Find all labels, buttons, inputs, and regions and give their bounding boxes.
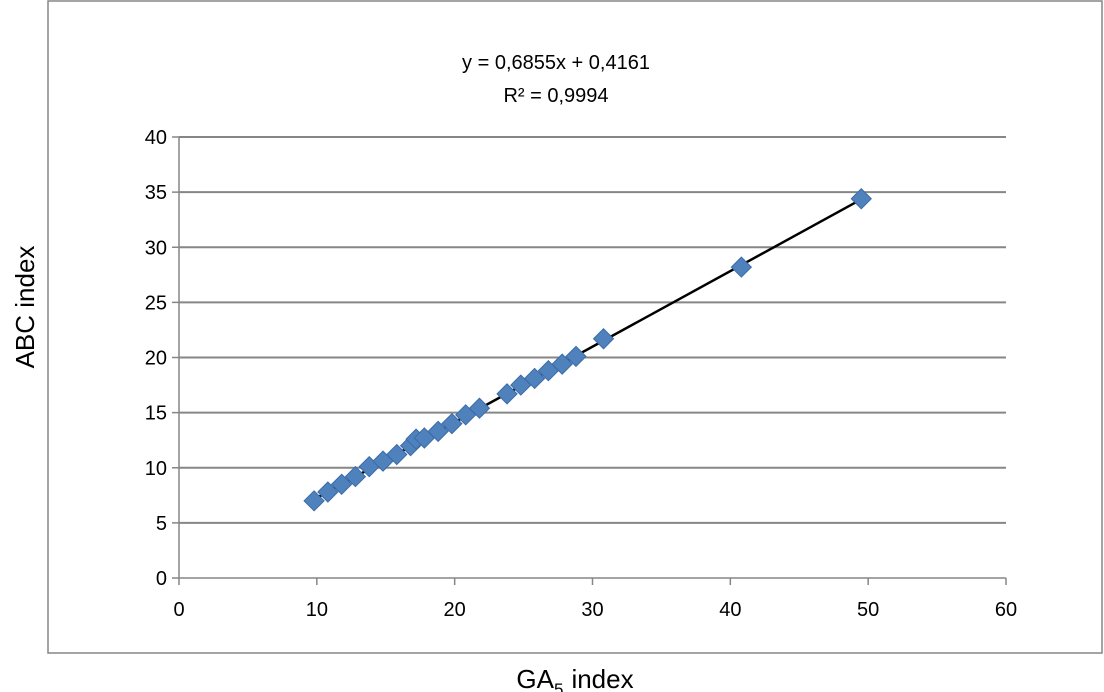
data-point-11 [427, 420, 449, 443]
data-point-12 [441, 412, 463, 435]
data-point-2 [317, 481, 339, 503]
y-tick-label-35: 35 [145, 182, 167, 204]
y-tick-label-25: 25 [145, 292, 167, 314]
data-point-3 [330, 473, 353, 495]
data-point-7 [386, 443, 408, 466]
x-tick-label-20: 20 [444, 599, 466, 621]
gridlines [179, 136, 1006, 524]
y-tick-label-15: 15 [145, 403, 167, 425]
y-tick-label-10: 10 [145, 458, 167, 480]
y-tick-labels: 0 5 10 15 20 25 30 35 40 [145, 127, 167, 590]
x-axis-title-base: GA [516, 664, 554, 692]
x-tick-label-30: 30 [581, 599, 603, 621]
y-tick-label-40: 40 [145, 127, 167, 149]
data-point-20 [565, 345, 587, 368]
trendline-r-squared: R² = 0,9994 [503, 85, 608, 107]
data-point-4 [344, 465, 367, 488]
axes [172, 136, 1007, 585]
x-tick-label-10: 10 [306, 599, 328, 621]
y-tick-label-5: 5 [156, 513, 167, 535]
x-tick-label-0: 0 [173, 599, 184, 621]
y-axis-title: ABC index [10, 246, 40, 369]
x-tick-label-50: 50 [857, 599, 879, 621]
chart-border [47, 0, 1103, 654]
y-tick-label-20: 20 [145, 348, 167, 370]
x-tick-label-40: 40 [719, 599, 741, 621]
data-point-17 [523, 367, 546, 390]
data-point-23 [850, 188, 872, 210]
data-point-21 [592, 328, 615, 350]
x-tick-label-60: 60 [995, 599, 1017, 621]
x-axis-title-word: index [571, 664, 633, 692]
data-point-22 [730, 256, 753, 278]
data-points [303, 188, 872, 512]
y-tick-label-30: 30 [145, 237, 167, 259]
y-tick-label-0: 0 [156, 568, 167, 590]
x-axis-title: GA5 index [516, 664, 633, 692]
trendline-equation: y = 0,6855x + 0,4161 [462, 52, 650, 74]
data-point-19 [551, 353, 573, 375]
x-tick-labels: 0 10 20 30 40 50 60 [173, 599, 1017, 621]
data-point-14 [468, 397, 491, 419]
data-point-15 [496, 383, 518, 405]
data-point-1 [303, 490, 325, 512]
x-axis-title-subscript: 5 [554, 680, 563, 692]
